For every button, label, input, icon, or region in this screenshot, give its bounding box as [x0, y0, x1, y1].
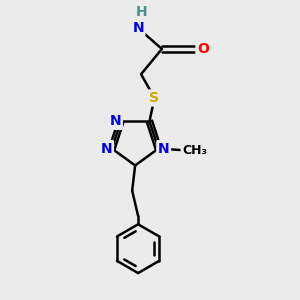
- Text: N: N: [158, 142, 170, 156]
- Text: CH₃: CH₃: [182, 144, 207, 157]
- Text: N: N: [110, 114, 121, 128]
- Text: N: N: [132, 21, 144, 35]
- Text: N: N: [101, 142, 112, 156]
- Text: S: S: [149, 91, 160, 105]
- Text: H: H: [135, 5, 147, 19]
- Text: O: O: [197, 42, 209, 56]
